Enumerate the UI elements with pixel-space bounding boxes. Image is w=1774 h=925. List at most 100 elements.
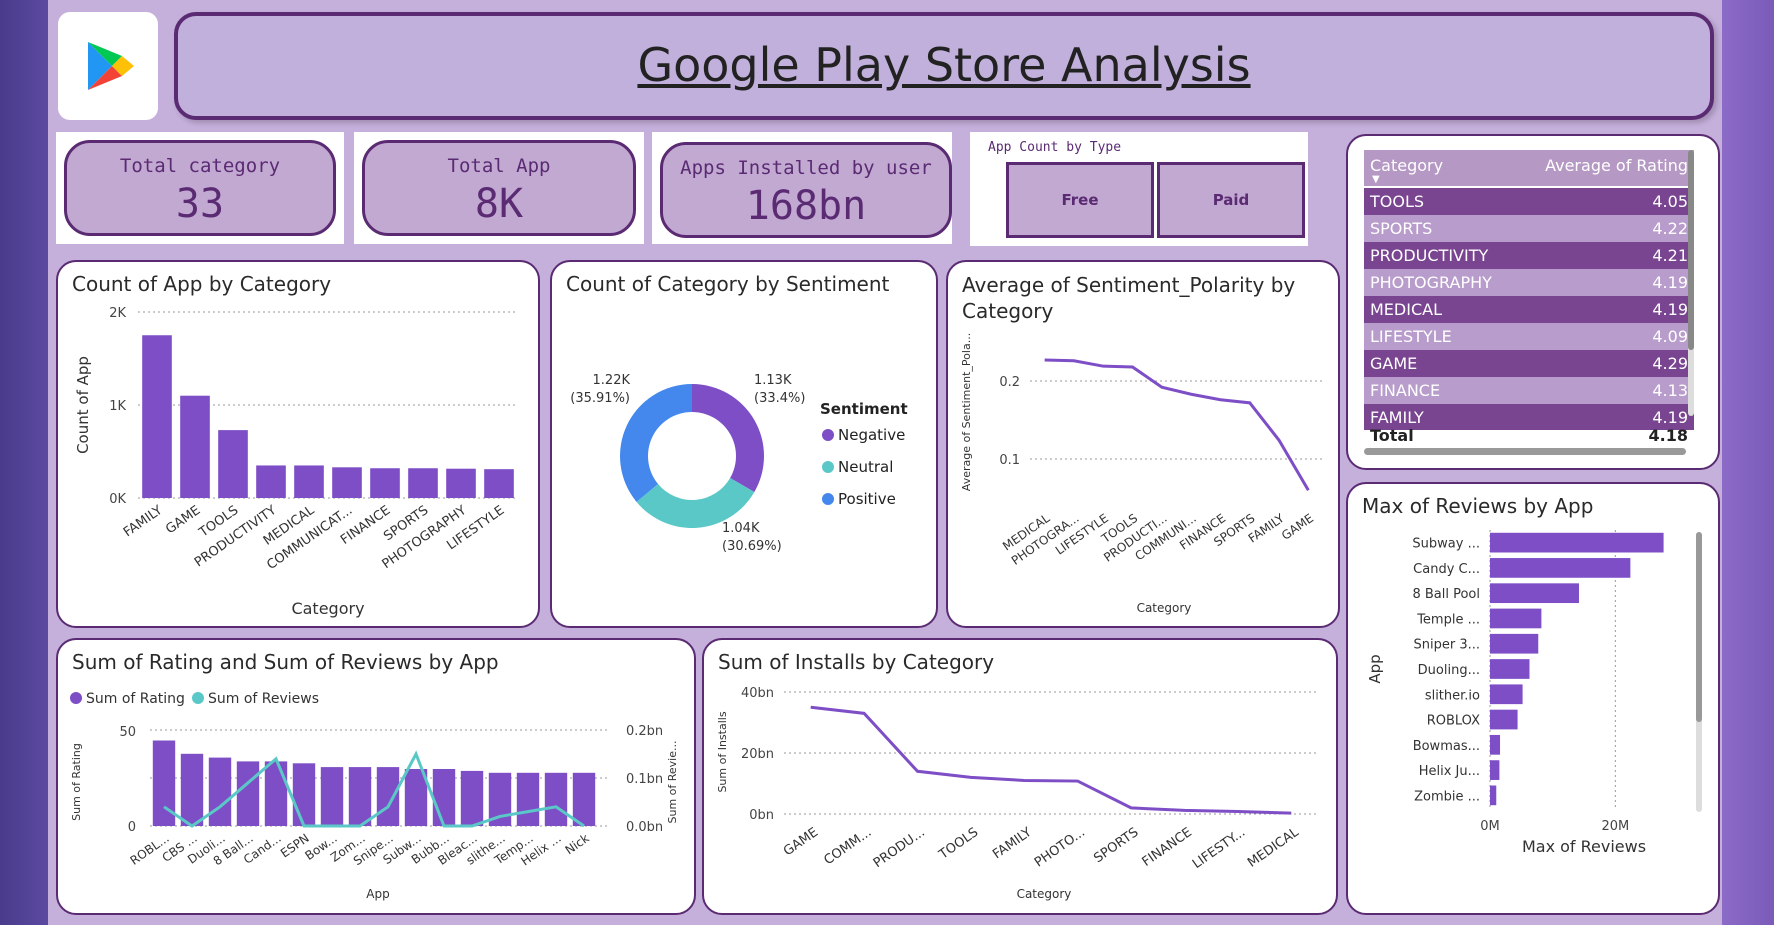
bar bbox=[488, 772, 512, 826]
table-row[interactable]: PRODUCTIVITY 4.21 bbox=[1364, 242, 1694, 269]
sort-desc-icon[interactable]: ▼ bbox=[1372, 174, 1380, 185]
bar bbox=[1490, 684, 1523, 705]
sentiment-donut-chart: 1.13K (33.4%) 1.04K (30.69%) 1.22K (35.91%) Se… bbox=[570, 373, 908, 554]
legend-entry: Positive bbox=[838, 490, 896, 508]
cell-rating: 4.13 bbox=[1652, 381, 1688, 400]
slicer-option-free[interactable]: Free bbox=[1006, 162, 1154, 238]
series-line bbox=[810, 705, 1292, 815]
bar bbox=[1490, 659, 1530, 679]
bar bbox=[516, 772, 540, 826]
chart-title: Count of Category by Sentiment bbox=[566, 272, 890, 296]
y-tick-label: Sniper 3... bbox=[1414, 638, 1481, 653]
kpi-total-category: Total category 33 bbox=[64, 140, 336, 236]
installs-by-category-chart: 0bn 20bn 40bn GAME COMM...PRODU... TOOLS FAMIL… bbox=[716, 686, 1318, 901]
reviews-by-app-chart: 0M 20M Subway ... Candy C... 8 Ball Pool Temp… bbox=[1366, 530, 1702, 856]
bar bbox=[292, 763, 316, 826]
x-tick-label: TOOLS bbox=[936, 825, 981, 863]
sentiment-polarity-chart: 0.10.2MEDICALPHOTOGRA...LIFESTYLETOOLSPR… bbox=[960, 333, 1323, 615]
x-axis-label: Category bbox=[1017, 887, 1072, 901]
legend-title: Sentiment bbox=[820, 400, 908, 418]
x-tick-label: GAME bbox=[1279, 511, 1316, 543]
table-row[interactable]: SPORTS 4.22 bbox=[1364, 215, 1694, 242]
y-tick-label: Duoling... bbox=[1418, 663, 1480, 678]
logo-tile bbox=[58, 12, 158, 120]
kpi-value: 8K bbox=[474, 181, 524, 227]
cell-rating: 4.19 bbox=[1652, 408, 1688, 427]
type-slicer-title: App Count by Type bbox=[988, 140, 1122, 155]
data-label: (30.69%) bbox=[722, 539, 782, 554]
y2-tick-label: 0.1bn bbox=[626, 772, 663, 787]
count-by-category-chart: 0K1K2KFAMILYGAMETOOLSPRODUCTIVITYMEDICAL… bbox=[74, 306, 518, 618]
rating-reviews-panel: Sum of Rating and Sum of Reviews by App … bbox=[56, 638, 696, 915]
column-header-category[interactable]: Category bbox=[1370, 156, 1444, 175]
y-tick-label: Candy C... bbox=[1413, 562, 1480, 577]
kpi-label: Apps Installed by user bbox=[680, 157, 932, 179]
x-tick-label: PRODU... bbox=[871, 825, 928, 871]
google-play-icon bbox=[88, 42, 134, 90]
data-label: 1.13K bbox=[754, 373, 792, 388]
table-row[interactable]: PHOTOGRAPHY 4.19 bbox=[1364, 269, 1694, 296]
rating-table-panel: Category ▼ Average of Rating TOOLS 4.05 SP… bbox=[1346, 134, 1720, 470]
x-tick-label: 0M bbox=[1480, 819, 1500, 834]
series-line bbox=[163, 750, 585, 828]
kpi-total-category-frame: Total category 33 bbox=[56, 132, 344, 244]
rating-table: Category ▼ Average of Rating TOOLS 4.05 SP… bbox=[1364, 150, 1694, 430]
table-total-row: Total 4.18 bbox=[1364, 422, 1694, 450]
bar bbox=[408, 468, 438, 498]
kpi-apps-installed-frame: Apps Installed by user 168bn bbox=[652, 132, 952, 244]
bar bbox=[1490, 734, 1501, 755]
reviews-by-app-panel: Max of Reviews by App 0M 20M Subway ... Can… bbox=[1346, 482, 1720, 915]
y-tick-label: 20bn bbox=[741, 747, 774, 762]
x-tick-label: FINANCE bbox=[1140, 825, 1195, 870]
bar bbox=[1490, 608, 1542, 629]
y-axis-label: Sum of Installs bbox=[716, 711, 729, 792]
bar bbox=[208, 757, 232, 826]
sentiment-donut-panel: Count of Category by Sentiment 1.13K (33.… bbox=[550, 260, 938, 628]
table-row[interactable]: FINANCE 4.13 bbox=[1364, 377, 1694, 404]
cell-rating: 4.05 bbox=[1652, 192, 1688, 211]
y-tick-label: Temple ... bbox=[1416, 612, 1480, 627]
cell-category: PHOTOGRAPHY bbox=[1370, 273, 1492, 292]
x-tick-label: COMM... bbox=[821, 825, 874, 868]
y-tick-label: 0K bbox=[109, 492, 126, 507]
sentiment-polarity-panel: Average of Sentiment_Polarity by Categor… bbox=[946, 260, 1340, 628]
x-tick-label: PHOTO... bbox=[1032, 825, 1088, 870]
slicer-option-label: Paid bbox=[1212, 191, 1250, 209]
y-tick-label: 50 bbox=[119, 725, 136, 740]
slicer-option-paid[interactable]: Paid bbox=[1157, 162, 1305, 238]
kpi-total-app: Total App 8K bbox=[362, 140, 636, 236]
x-tick-label: FAMILY bbox=[990, 825, 1034, 862]
bar bbox=[320, 767, 344, 826]
x-tick-label: 20M bbox=[1601, 819, 1629, 834]
table-row[interactable]: FAMILY 4.19 bbox=[1364, 404, 1694, 430]
data-label: 1.04K bbox=[722, 521, 760, 536]
table-row[interactable]: LIFESTYLE 4.09 bbox=[1364, 323, 1694, 350]
table-row[interactable]: TOOLS 4.05 bbox=[1364, 188, 1694, 215]
table-horizontal-scrollbar[interactable] bbox=[1364, 448, 1686, 455]
y-tick-label: 2K bbox=[109, 306, 126, 321]
table-row[interactable]: MEDICAL 4.19 bbox=[1364, 296, 1694, 323]
bar bbox=[1490, 633, 1539, 654]
total-value: 4.18 bbox=[1648, 426, 1688, 445]
y-tick-label: Bowmas... bbox=[1413, 739, 1480, 754]
cell-category: MEDICAL bbox=[1370, 300, 1442, 319]
data-label: 1.22K bbox=[593, 373, 631, 388]
column-header-average-rating[interactable]: Average of Rating bbox=[1545, 156, 1688, 175]
bar bbox=[236, 761, 260, 826]
x-tick-label: MEDICAL bbox=[1245, 825, 1302, 871]
y2-axis-label: Sum of Revie... bbox=[666, 740, 679, 823]
bar bbox=[180, 395, 210, 498]
bar bbox=[1490, 760, 1500, 780]
bar bbox=[572, 772, 596, 826]
y2-tick-label: 0.0bn bbox=[626, 820, 663, 835]
table-row[interactable]: GAME 4.29 bbox=[1364, 350, 1694, 377]
kpi-total-app-frame: Total App 8K bbox=[354, 132, 644, 244]
table-scrollbar[interactable] bbox=[1688, 150, 1694, 416]
x-tick-label: SPORTS bbox=[1091, 825, 1141, 866]
count-by-category-panel: Count of App by Category 0K 1K 2K FAMILY GAM… bbox=[56, 260, 540, 628]
y2-tick-label: 0.2bn bbox=[626, 724, 663, 739]
bar bbox=[142, 335, 172, 498]
y-tick-label: 0 bbox=[128, 820, 136, 835]
y-axis-label: Sum of Rating bbox=[70, 743, 83, 821]
kpi-value: 168bn bbox=[745, 183, 867, 229]
